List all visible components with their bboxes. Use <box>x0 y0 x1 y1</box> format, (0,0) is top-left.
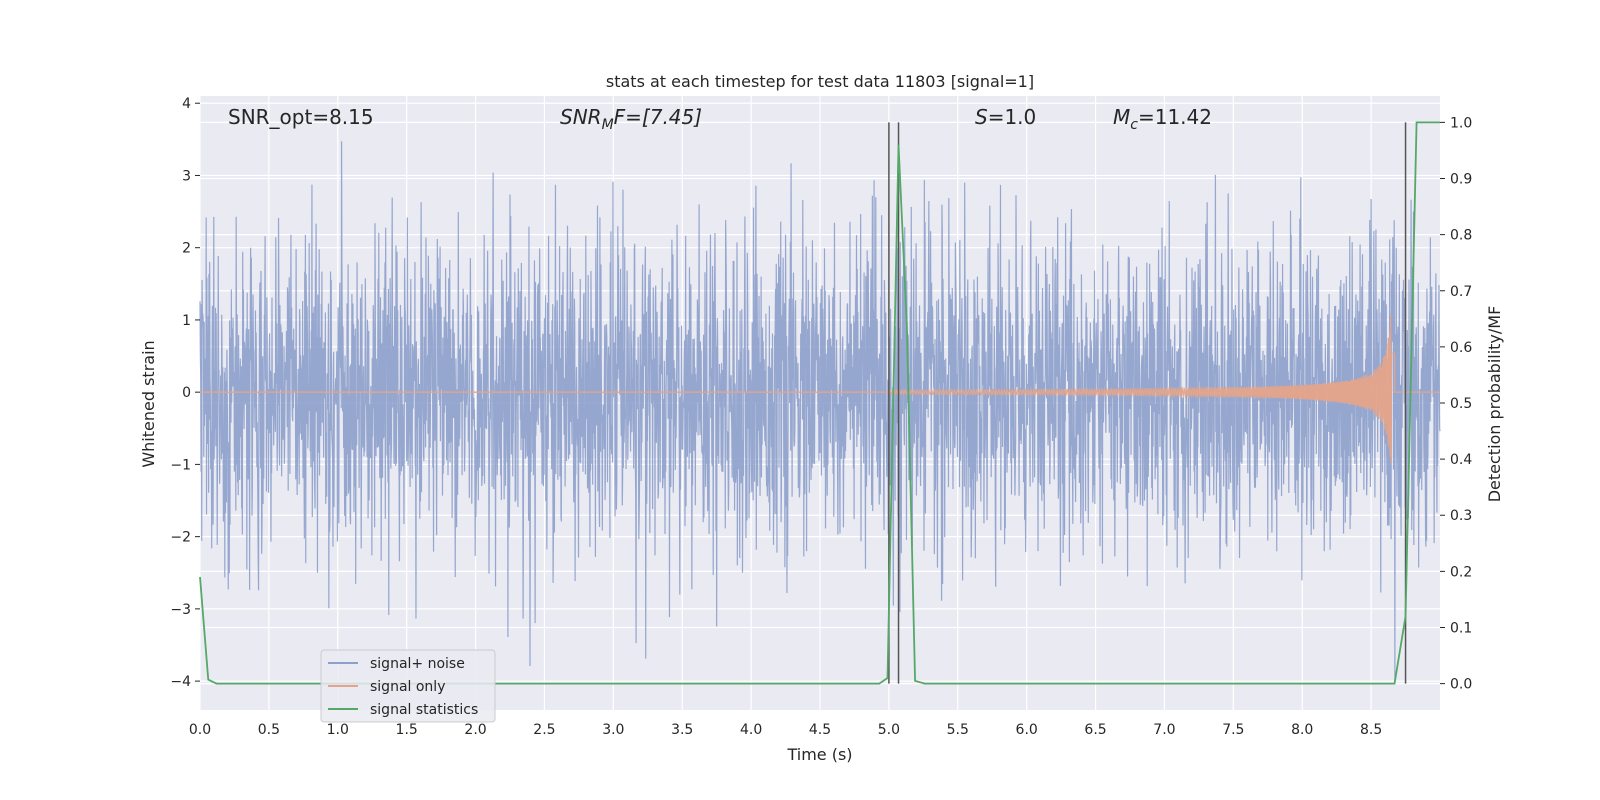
x-tick-label-16: 8.0 <box>1291 722 1313 738</box>
x-tick-label-3: 1.5 <box>396 722 418 738</box>
x-tick-label-12: 6.0 <box>1016 722 1038 738</box>
annotation-snr-mf-sub: M <box>602 117 614 133</box>
y-right-tick-label-8: 0.8 <box>1450 228 1472 244</box>
annotation-snr-mf-base: SNR <box>560 105 602 129</box>
annotation-snr-mf: SNRMF=[7.45] <box>560 105 702 133</box>
x-tick-label-10: 5.0 <box>878 722 900 738</box>
y-left-axis-title: Whitened strain <box>139 340 158 467</box>
y-left-tick-label-5: 1 <box>182 313 191 329</box>
annotation-s: S=1.0 <box>975 105 1036 129</box>
legend-label-signal-only: signal only <box>370 679 445 695</box>
chart-title: stats at each timestep for test data 118… <box>606 72 1034 91</box>
annotation-mc: Mc=11.42 <box>1113 105 1212 133</box>
annotation-mc-base: M <box>1113 105 1130 129</box>
y-left-tick-label-3: −1 <box>170 457 191 473</box>
legend-label-signal-statistics: signal statistics <box>370 702 478 718</box>
x-tick-labels: 0.0 0.5 1.0 1.5 2.0 2.5 3.0 3.5 4.0 4.5 5.0 5.5 6.0 6… <box>189 722 1382 738</box>
x-tick-label-7: 3.5 <box>671 722 693 738</box>
series-signal-plus-noise <box>199 141 1441 682</box>
signal-only-line <box>888 314 1440 464</box>
y-right-tick-label-9: 0.9 <box>1450 172 1472 188</box>
y-right-tick-label-0: 0.0 <box>1450 677 1472 693</box>
y-right-tick-label-10: 1.0 <box>1450 115 1472 131</box>
annotation-mc-sub: c <box>1130 117 1138 133</box>
legend-label-signal-plus-noise: signal+ noise <box>370 656 465 672</box>
y-left-tick-label-8: 4 <box>182 96 191 112</box>
annotation-snr-mf-rest: F=[7.45] <box>614 105 702 129</box>
legend-box <box>320 649 496 723</box>
annotation-s-rest: =1.0 <box>988 105 1037 129</box>
y-left-tick-label-0: −4 <box>170 674 191 690</box>
x-tick-label-15: 7.5 <box>1222 722 1244 738</box>
x-axis-title: Time (s) <box>786 745 852 764</box>
x-tick-label-4: 2.0 <box>464 722 486 738</box>
x-tick-label-14: 7.0 <box>1153 722 1175 738</box>
x-tick-label-11: 5.5 <box>947 722 969 738</box>
y-right-tick-label-2: 0.2 <box>1450 564 1472 580</box>
y-left-tick-label-1: −3 <box>170 602 191 618</box>
signal-plus-noise-line <box>199 141 1441 682</box>
legend: signal+ noise signal only signal statist… <box>320 649 496 723</box>
series-signal-only <box>200 314 1440 464</box>
y-right-tick-label-7: 0.7 <box>1450 284 1472 300</box>
annotation-s-italic: S <box>975 105 988 129</box>
x-tick-label-17: 8.5 <box>1360 722 1382 738</box>
x-tick-label-8: 4.0 <box>740 722 762 738</box>
y-right-tick-label-4: 0.4 <box>1450 452 1472 468</box>
y-right-tick-label-3: 0.3 <box>1450 508 1472 524</box>
y-right-tick-label-6: 0.6 <box>1450 340 1472 356</box>
y-right-tick-label-5: 0.5 <box>1450 396 1472 412</box>
x-tick-label-2: 1.0 <box>327 722 349 738</box>
x-tick-label-1: 0.5 <box>258 722 280 738</box>
y-right-tick-label-1: 0.1 <box>1450 620 1472 636</box>
y-left-tick-label-7: 3 <box>182 168 191 184</box>
y-right-axis-title: Detection probability/MF <box>1485 306 1504 503</box>
annotation-mc-rest: =11.42 <box>1138 105 1212 129</box>
y-left-tick-labels: −4 −3 −2 −1 0 1 2 3 4 <box>170 96 200 690</box>
y-left-tick-label-4: 0 <box>182 385 191 401</box>
x-tick-label-13: 6.5 <box>1084 722 1106 738</box>
annotation-snr-opt: SNR_opt=8.15 <box>228 105 374 129</box>
series-signal-statistics <box>199 121 1441 685</box>
x-tick-label-9: 4.5 <box>809 722 831 738</box>
y-left-tick-label-6: 2 <box>182 241 191 257</box>
x-tick-label-5: 2.5 <box>533 722 555 738</box>
x-tick-label-6: 3.0 <box>602 722 624 738</box>
y-left-tick-label-2: −2 <box>170 530 191 546</box>
y-right-tick-labels: 0.0 0.1 0.2 0.3 0.4 0.5 0.6 0.7 0.8 0.9 1.0 <box>1440 115 1472 693</box>
x-tick-label-0: 0.0 <box>189 722 211 738</box>
